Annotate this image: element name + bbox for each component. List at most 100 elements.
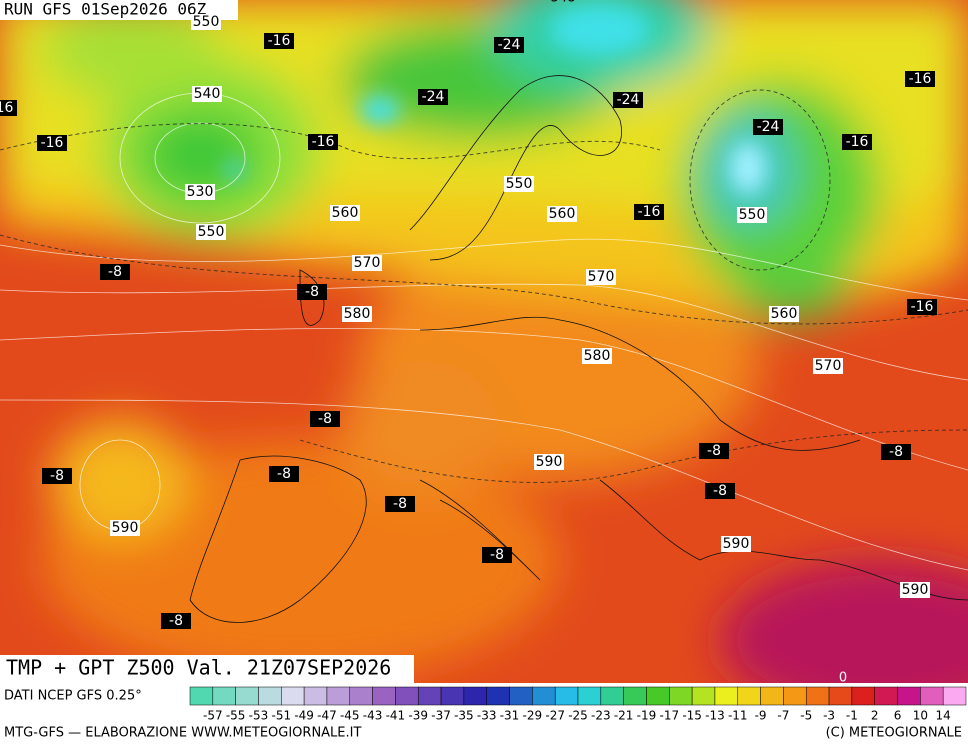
temperature-label-box xyxy=(297,284,327,300)
temperature-label-box xyxy=(494,37,524,53)
credit-label: MTG-GFS — ELABORAZIONE WWW.METEOGIORNALE… xyxy=(4,726,361,741)
colorbar-swatch xyxy=(714,686,739,706)
height-label-box xyxy=(582,348,612,364)
colorbar-swatch xyxy=(463,686,487,706)
temperature-label: -16 xyxy=(0,100,14,116)
colorbar-swatch xyxy=(189,686,214,706)
temperature-label: -8 xyxy=(889,444,903,460)
colorbar-swatch xyxy=(326,686,351,706)
temperature-label: -16 xyxy=(846,134,869,150)
height-label: 580 xyxy=(344,306,371,322)
colorbar-label: -9 xyxy=(755,709,767,723)
temperature-label-box xyxy=(753,119,783,135)
colorbar-swatch xyxy=(828,686,853,706)
colorbar-swatch xyxy=(577,686,602,706)
temperature-label-box xyxy=(0,100,17,116)
colorbar-swatch xyxy=(783,686,807,706)
colorbar-label: -13 xyxy=(705,709,725,723)
colorbar-swatch xyxy=(440,686,465,706)
temperature-label-box xyxy=(100,264,130,280)
colorbar-label: -57 xyxy=(203,709,223,723)
colorbar-label: -25 xyxy=(568,709,588,723)
temperature-label: -24 xyxy=(757,119,780,135)
colorbar-label: -53 xyxy=(249,709,269,723)
height-label-box xyxy=(547,206,577,222)
temperature-label: -24 xyxy=(422,89,445,105)
height-label-box xyxy=(196,224,226,240)
colorbar-label: -19 xyxy=(637,709,657,723)
run-label: RUN GFS 01Sep2026 06Z xyxy=(4,0,207,19)
colorbar-swatch xyxy=(942,686,967,706)
height-label-box xyxy=(737,207,767,223)
colorbar-label: -31 xyxy=(500,709,520,723)
height-label: 590 xyxy=(902,582,929,598)
height-label-box xyxy=(813,358,843,374)
temperature-label-box xyxy=(634,204,664,220)
temperature-label: -16 xyxy=(911,299,934,315)
colorbar-swatch xyxy=(417,686,442,706)
colorbar-swatch xyxy=(623,686,647,706)
temperature-label: -16 xyxy=(909,71,932,87)
height-label-box xyxy=(330,205,360,221)
temperature-label: -8 xyxy=(169,613,183,629)
colorbar-swatch xyxy=(281,686,305,706)
height-label: 580 xyxy=(584,348,611,364)
height-label: 570 xyxy=(588,269,615,285)
temperature-label-box xyxy=(385,496,415,512)
temperature-label-box xyxy=(907,299,937,315)
colorbar-label: -27 xyxy=(545,709,565,723)
edge-label: 548 xyxy=(551,0,576,6)
height-label-box xyxy=(192,86,222,102)
height-label: 550 xyxy=(739,207,766,223)
colorbar-label: -33 xyxy=(477,709,497,723)
height-label-box xyxy=(586,269,616,285)
colorbar-swatch xyxy=(760,686,784,706)
colorbar-label: -41 xyxy=(386,709,406,723)
temperature-label: -16 xyxy=(41,135,64,151)
colorbar-label: -43 xyxy=(363,709,383,723)
colorbar-swatch xyxy=(372,686,396,706)
height-label-box xyxy=(342,306,372,322)
colorbar-swatch xyxy=(235,686,259,706)
height-label: 530 xyxy=(187,184,214,200)
temperature-label-box xyxy=(310,411,340,427)
temperature-label-box xyxy=(705,483,735,499)
temperature-label: -8 xyxy=(707,443,721,459)
edge-label: 0 xyxy=(839,671,847,686)
colorbar-label: 2 xyxy=(871,709,879,723)
temperature-field xyxy=(0,0,968,720)
colorbar-label: 14 xyxy=(936,709,951,723)
temperature-label-box xyxy=(269,466,299,482)
temperature-label-box xyxy=(905,71,935,87)
temperature-label-box xyxy=(42,468,72,484)
colorbar-swatch xyxy=(554,686,579,706)
temperature-label-box xyxy=(881,444,911,460)
colorbar-swatch xyxy=(212,686,236,706)
temperature-label: -24 xyxy=(498,37,521,53)
temperature-label: -8 xyxy=(490,547,504,563)
temperature-label: -8 xyxy=(318,411,332,427)
temperature-label-box xyxy=(842,134,872,150)
height-label-box xyxy=(900,582,930,598)
height-label-box xyxy=(191,14,221,30)
colorbar-swatch xyxy=(303,686,328,706)
temperature-label-box xyxy=(264,33,294,49)
source-label: DATI NCEP GFS 0.25° xyxy=(4,689,142,704)
height-label-box xyxy=(110,520,140,536)
colorbar-swatch xyxy=(349,686,373,706)
height-label: 550 xyxy=(193,14,220,30)
colorbar-swatch xyxy=(486,686,510,706)
temperature-label-box xyxy=(613,92,643,108)
colorbar-swatch xyxy=(920,686,944,706)
temperature-label-box xyxy=(161,613,191,629)
height-label-box xyxy=(534,454,564,470)
temperature-label: -8 xyxy=(393,496,407,512)
temperature-label: -8 xyxy=(108,264,122,280)
height-label-box xyxy=(721,536,751,552)
colorbar-label: -47 xyxy=(317,709,337,723)
height-label-box xyxy=(352,255,382,271)
temperature-label: -24 xyxy=(617,92,640,108)
temperature-label: -8 xyxy=(50,468,64,484)
